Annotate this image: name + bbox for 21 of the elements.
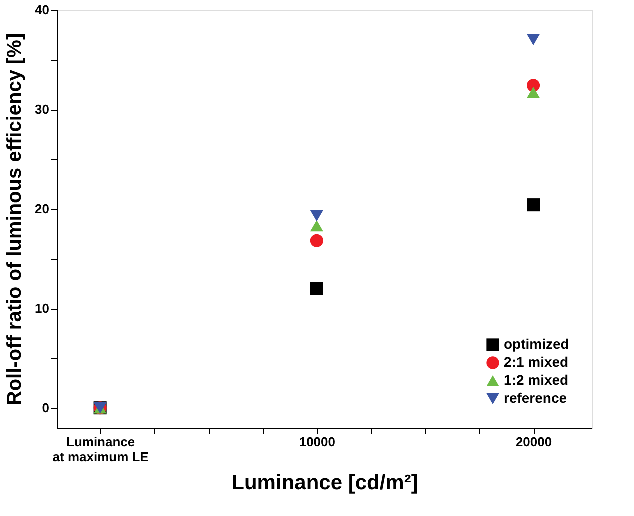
point <box>527 198 540 212</box>
y-tick-label: 40 <box>35 2 50 18</box>
point <box>527 86 540 98</box>
legend-label: reference <box>504 390 568 406</box>
point <box>310 234 324 248</box>
point <box>310 282 324 296</box>
y-tick-label: 10 <box>35 301 50 316</box>
legend-label: optimized <box>504 336 570 352</box>
y-tick-label: 30 <box>35 102 50 118</box>
legend-label: 2:1 mixed <box>504 354 569 370</box>
point <box>527 34 540 46</box>
x-tick-label: 20000 <box>516 434 552 450</box>
x-tick-label: 10000 <box>299 434 336 450</box>
y-tick-label: 0 <box>42 400 50 416</box>
point <box>310 220 324 232</box>
legend-label: 1:2 mixed <box>504 372 569 388</box>
x-axis-title: Luminance [cd/m²] <box>232 472 418 494</box>
y-tick-label: 20 <box>35 202 50 217</box>
y-axis-title: Roll-off ratio of luminous efficiency [%] <box>4 33 26 406</box>
point <box>310 210 324 222</box>
x-tick-label: Luminance at maximum LE <box>52 434 150 464</box>
